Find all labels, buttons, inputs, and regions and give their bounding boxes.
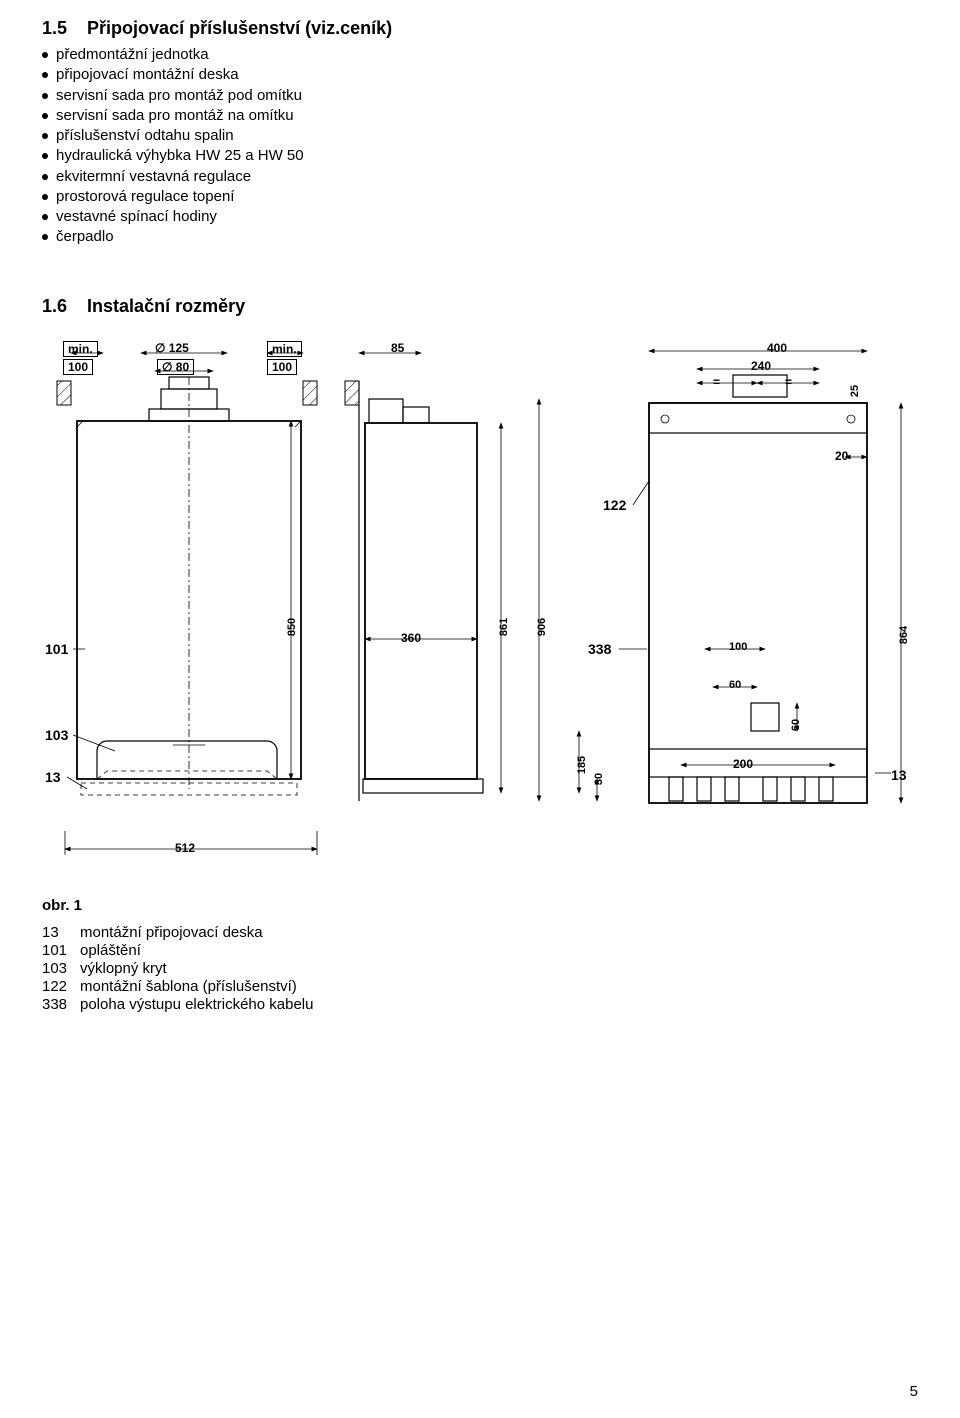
list-item: příslušenství odtahu spalin bbox=[42, 126, 918, 146]
list-item: čerpadlo bbox=[42, 227, 918, 247]
legend-row: 338poloha výstupu elektrického kabelu bbox=[42, 996, 918, 1013]
figure-legend: 13montážní připojovací deska 101opláštěn… bbox=[42, 924, 918, 1013]
list-item: vestavné spínací hodiny bbox=[42, 207, 918, 227]
list-item: předmontážní jednotka bbox=[42, 45, 918, 65]
drawing-svg bbox=[45, 341, 915, 881]
section-title: Instalační rozměry bbox=[87, 296, 245, 316]
legend-text: poloha výstupu elektrického kabelu bbox=[80, 996, 313, 1013]
figure-label: obr. 1 bbox=[42, 897, 918, 914]
legend-num: 122 bbox=[42, 978, 80, 995]
technical-drawing: min. 100 ∅ 125 ∅ 80 min. 100 85 400 240 … bbox=[45, 341, 915, 881]
section-1-6-heading: 1.6 Instalační rozměry bbox=[42, 296, 918, 317]
legend-row: 101opláštění bbox=[42, 942, 918, 959]
page-number: 5 bbox=[910, 1383, 918, 1400]
legend-row: 122montážní šablona (příslušenství) bbox=[42, 978, 918, 995]
list-item: prostorová regulace topení bbox=[42, 187, 918, 207]
legend-num: 13 bbox=[42, 924, 80, 941]
list-item: servisní sada pro montáž pod omítku bbox=[42, 86, 918, 106]
section-title: Připojovací příslušenství (viz.ceník) bbox=[87, 18, 392, 38]
legend-text: opláštění bbox=[80, 942, 141, 959]
list-item: hydraulická výhybka HW 25 a HW 50 bbox=[42, 146, 918, 166]
list-item: servisní sada pro montáž na omítku bbox=[42, 106, 918, 126]
list-item: ekvitermní vestavná regulace bbox=[42, 167, 918, 187]
legend-row: 103výklopný kryt bbox=[42, 960, 918, 977]
legend-num: 103 bbox=[42, 960, 80, 977]
section-number: 1.6 bbox=[42, 296, 67, 316]
legend-row: 13montážní připojovací deska bbox=[42, 924, 918, 941]
legend-text: montážní šablona (příslušenství) bbox=[80, 978, 297, 995]
accessory-list: předmontážní jednotka připojovací montáž… bbox=[42, 45, 918, 248]
legend-text: montážní připojovací deska bbox=[80, 924, 263, 941]
list-item: připojovací montážní deska bbox=[42, 65, 918, 85]
legend-num: 101 bbox=[42, 942, 80, 959]
legend-text: výklopný kryt bbox=[80, 960, 167, 977]
section-1-5-heading: 1.5 Připojovací příslušenství (viz.ceník… bbox=[42, 18, 918, 39]
section-number: 1.5 bbox=[42, 18, 67, 38]
legend-num: 338 bbox=[42, 996, 80, 1013]
